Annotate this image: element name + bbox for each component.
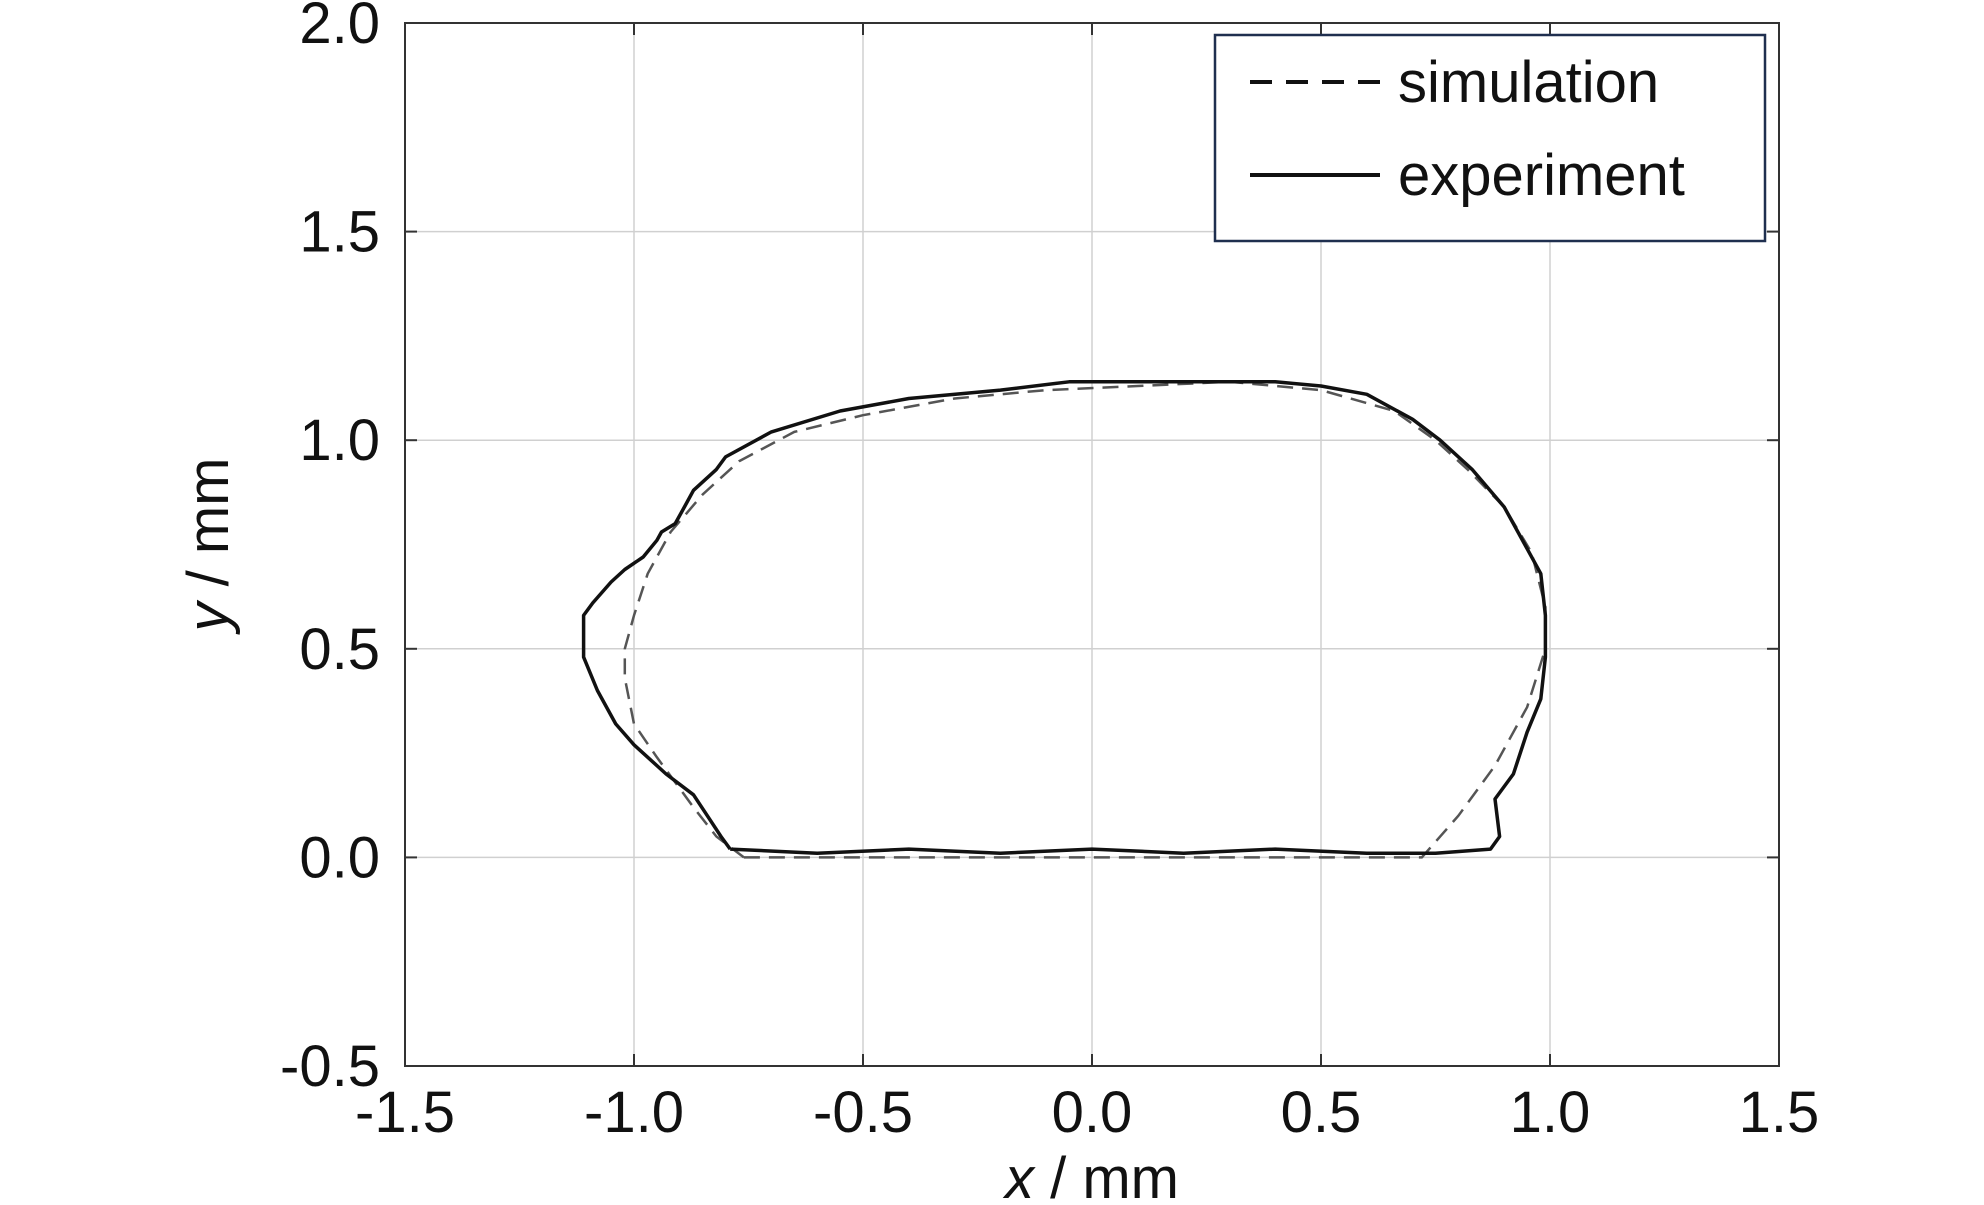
y-tick-label: 0.5: [299, 617, 380, 682]
plot-curves: [581, 380, 1548, 859]
axis-ticks: [404, 22, 1780, 1067]
x-tick-label: -0.5: [813, 1080, 913, 1145]
x-tick-label: 0.0: [1052, 1080, 1133, 1145]
y-tick-label: 1.0: [299, 408, 380, 473]
legend-box: [1213, 33, 1767, 243]
legend-label-simulation: simulation: [1398, 50, 1659, 115]
x-tick-label: 1.0: [1510, 1080, 1591, 1145]
x-axis-label: x / mm: [1002, 1146, 1179, 1205]
y-tick-label: -0.5: [280, 1034, 380, 1099]
x-tick-label: 1.5: [1739, 1080, 1820, 1145]
series-line-simulation: [623, 380, 1547, 859]
x-tick-label: 0.5: [1281, 1080, 1362, 1145]
y-axis-label: y / mm: [176, 458, 241, 636]
legend: simulation experiment: [1213, 33, 1767, 243]
series-line-experiment: [581, 380, 1548, 855]
y-tick-label: 0.0: [299, 825, 380, 890]
legend-label-experiment: experiment: [1398, 143, 1685, 208]
tick-labels: -1.5 -1.0 -0.5 0.0 0.5 1.0 1.5 -0.5 0.0 0.5 1.0 1.5…: [280, 0, 1819, 1145]
x-tick-label: -1.0: [584, 1080, 684, 1145]
y-tick-label: 1.5: [299, 200, 380, 265]
y-tick-label: 2.0: [299, 0, 380, 56]
x-tick-label: -1.5: [355, 1080, 455, 1145]
